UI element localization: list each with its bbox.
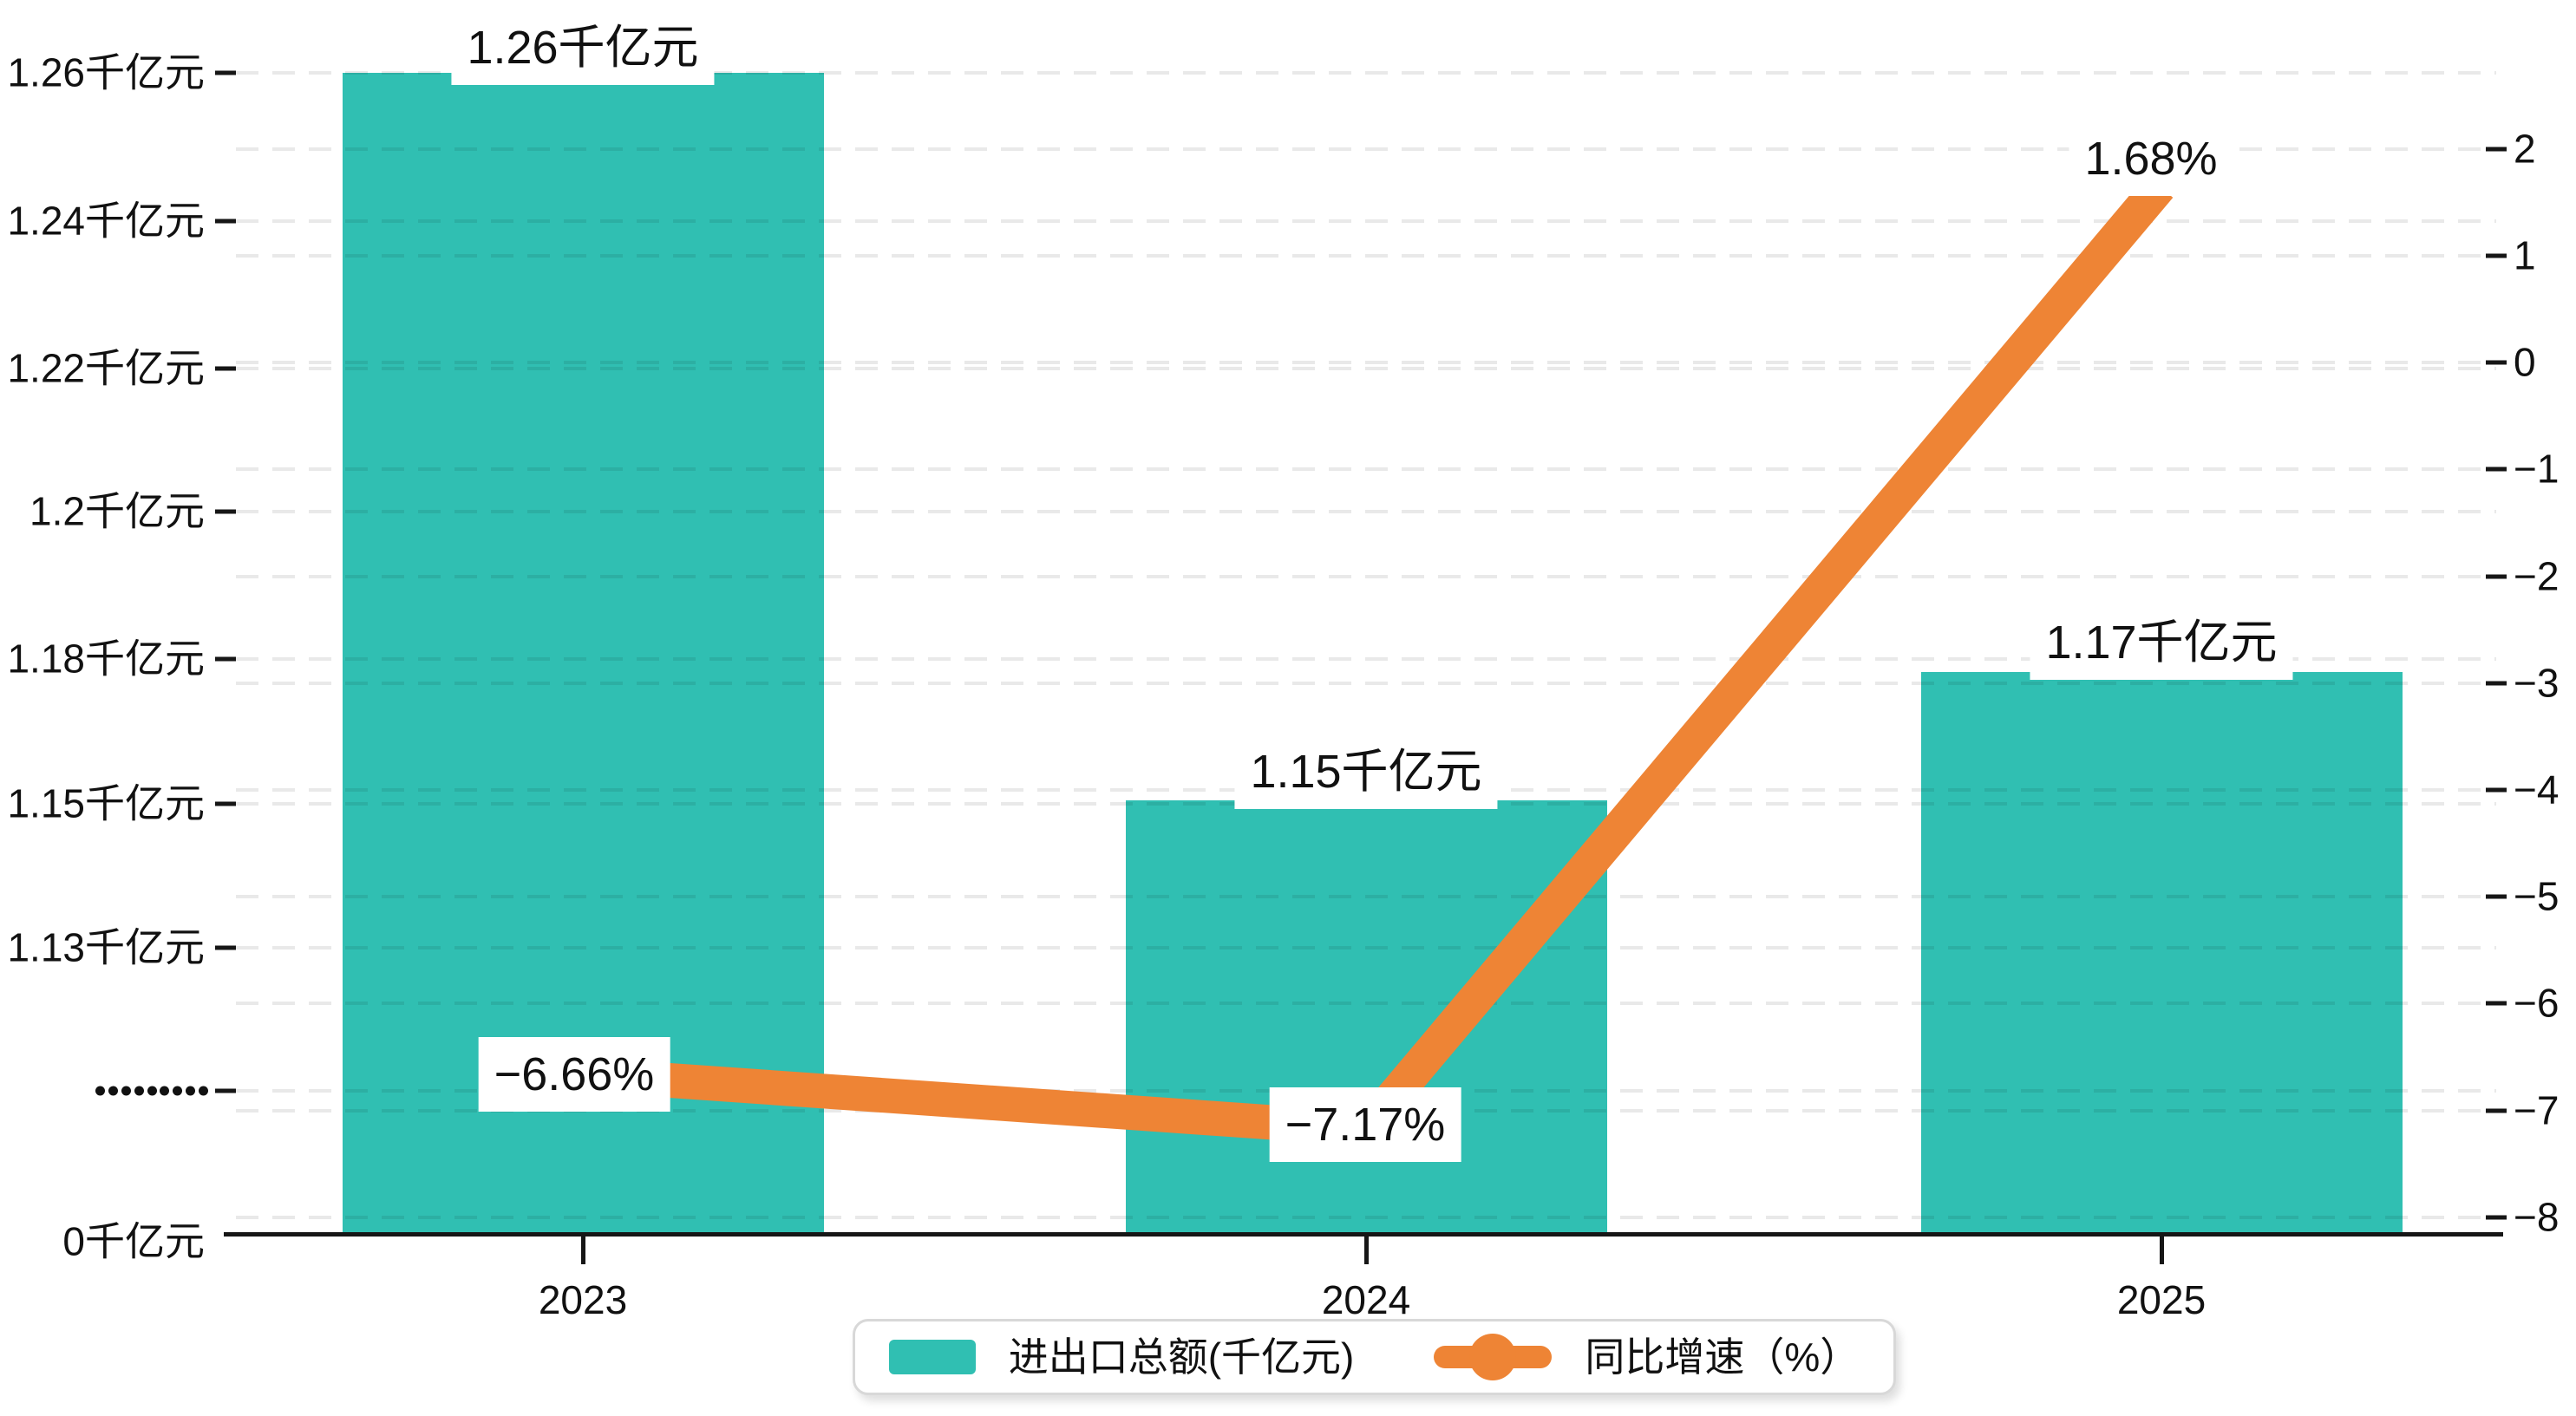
- right-axis-tick: [2486, 147, 2507, 152]
- right-axis-label: −6: [2514, 980, 2560, 1026]
- left-axis-label: 1.18千亿元: [7, 636, 205, 682]
- bar-value-label: 1.17千亿元: [2030, 605, 2293, 680]
- right-axis-label: −7: [2514, 1087, 2560, 1133]
- right-axis-tick: [2486, 1215, 2507, 1220]
- right-axis-label: −3: [2514, 660, 2560, 706]
- line-marker-dot-icon: [1469, 1334, 1517, 1380]
- x-axis-line: [224, 1232, 2503, 1237]
- line-series-legend-label: 同比增速（%）: [1585, 1334, 1860, 1380]
- right-axis-tick: [2486, 894, 2507, 899]
- gridline: [236, 147, 2496, 151]
- left-axis-label: 1.13千亿元: [7, 924, 205, 970]
- bar-value-label: 1.15千亿元: [1234, 734, 1498, 809]
- right-axis-label: −5: [2514, 873, 2560, 919]
- legend: 进出口总额(千亿元) 同比增速（%）: [853, 1319, 1896, 1395]
- bar-series-swatch: [888, 1340, 976, 1374]
- left-axis-tick: [215, 219, 236, 224]
- left-axis-tick: [215, 656, 236, 662]
- x-axis-tick: [2160, 1237, 2164, 1264]
- line-series-marker: [1434, 1333, 1553, 1381]
- gridline: [236, 682, 2496, 685]
- gridline: [236, 361, 2496, 364]
- left-axis-tick: [215, 366, 236, 371]
- right-axis-label: 1: [2514, 232, 2536, 278]
- right-axis-label: 2: [2514, 126, 2536, 172]
- right-axis-label: −8: [2514, 1194, 2560, 1240]
- x-axis-tick: [581, 1237, 585, 1264]
- right-axis-label: −4: [2514, 767, 2560, 812]
- right-axis-tick: [2486, 467, 2507, 472]
- left-axis-tick: [215, 945, 236, 950]
- axis-break-dots-icon: [95, 1086, 208, 1096]
- right-axis-label: 0: [2514, 339, 2536, 385]
- x-axis-label: 2025: [2116, 1277, 2207, 1322]
- gridline: [236, 1002, 2496, 1005]
- gridline: [236, 254, 2496, 258]
- right-axis-tick: [2486, 1001, 2507, 1006]
- gridline: [236, 467, 2496, 471]
- left-axis-tick: [215, 1088, 236, 1093]
- left-axis-tick: [215, 801, 236, 806]
- x-axis-tick: [1364, 1237, 1369, 1264]
- left-axis-label: 1.15千亿元: [7, 780, 205, 826]
- x-axis-label: 2023: [538, 1277, 628, 1322]
- gridline: [236, 575, 2496, 578]
- gridline: [236, 71, 2496, 75]
- left-axis-label: 0千亿元: [62, 1218, 205, 1264]
- bar-series-legend-label: 进出口总额(千亿元): [1008, 1334, 1355, 1380]
- gridline: [236, 510, 2496, 513]
- line-value-label: −6.66%: [478, 1037, 670, 1112]
- right-axis-tick: [2486, 787, 2507, 793]
- line-value-label: 1.68%: [2069, 121, 2233, 196]
- right-axis-tick: [2486, 681, 2507, 686]
- gridline: [236, 1216, 2496, 1219]
- right-axis-tick: [2486, 1108, 2507, 1113]
- bar-value-label: 1.26千亿元: [451, 10, 715, 85]
- left-axis-label: 1.24千亿元: [7, 198, 205, 244]
- left-axis-label: 1.26千亿元: [7, 49, 205, 95]
- left-axis-label: 1.22千亿元: [7, 345, 205, 391]
- right-axis-label: −1: [2514, 446, 2560, 492]
- right-axis-tick: [2486, 360, 2507, 365]
- left-axis-label: 1.2千亿元: [29, 488, 205, 534]
- right-axis-tick: [2486, 253, 2507, 258]
- right-axis-label: −2: [2514, 553, 2560, 599]
- left-axis-tick: [215, 509, 236, 514]
- gridline: [236, 367, 2496, 370]
- bar-2025: [1920, 672, 2403, 1237]
- gridline: [236, 219, 2496, 223]
- gridline: [236, 946, 2496, 949]
- left-axis-tick: [215, 70, 236, 75]
- bar-2024: [1125, 800, 1607, 1237]
- gridline: [236, 895, 2496, 898]
- line-value-label: −7.17%: [1269, 1087, 1461, 1162]
- x-axis-label: 2024: [1321, 1277, 1411, 1322]
- right-axis-tick: [2486, 574, 2507, 579]
